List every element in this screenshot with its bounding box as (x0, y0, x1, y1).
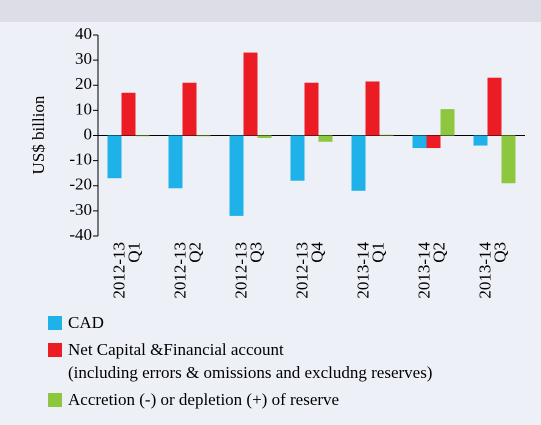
x-tick-label: 2013-14 (414, 242, 433, 299)
x-tick-label: 2012-13 (292, 242, 311, 299)
x-tick-label: Q4 (307, 242, 326, 263)
bar (351, 135, 366, 191)
bar (365, 81, 380, 136)
legend-item: Accretion (-) or depletion (+) of reserv… (48, 388, 432, 411)
y-tick-label: 0 (84, 124, 93, 143)
legend-swatch (48, 393, 62, 407)
bar (196, 135, 211, 137)
y-tick-label: -40 (69, 225, 92, 244)
y-tick-label: -10 (69, 150, 92, 169)
x-tick-label: Q2 (429, 242, 448, 263)
x-tick-label: Q3 (246, 242, 265, 263)
bar (229, 135, 244, 216)
bar (121, 92, 136, 136)
chart: US$ billion 40 30 20 10 0 -10 -20 -30 -40 2012-13… (29, 24, 525, 299)
legend-label: Net Capital &Financial account (includin… (68, 340, 433, 382)
x-tick-label: Q1 (124, 242, 143, 263)
y-tick-label: 40 (75, 24, 92, 43)
y-tick-label: -30 (69, 200, 92, 219)
x-tick-label: 2012-13 (231, 242, 250, 299)
header-band (0, 0, 541, 22)
bar (473, 135, 488, 146)
x-tick-label: Q3 (490, 242, 509, 263)
y-tick-label: 10 (75, 99, 92, 118)
legend-swatch (48, 343, 62, 357)
x-tick-label: Q2 (185, 242, 204, 263)
bar (304, 82, 319, 136)
x-tick-label: 2013-14 (475, 242, 494, 299)
bar (182, 82, 197, 136)
y-axis-label: US$ billion (29, 95, 48, 174)
bar (426, 135, 441, 149)
legend-label: CAD (68, 313, 104, 332)
legend-label: Accretion (-) or depletion (+) of reserv… (68, 390, 340, 409)
bar (257, 135, 272, 139)
x-tick-label: 2012-13 (170, 242, 189, 299)
bar (243, 52, 258, 136)
x-tick-label: 2012-13 (109, 242, 128, 299)
bar (290, 135, 305, 181)
y-tick-label: 20 (75, 74, 92, 93)
legend-swatch (48, 316, 62, 330)
y-tick-label: -20 (69, 175, 92, 194)
bar (501, 135, 516, 184)
bar (168, 135, 183, 189)
bar (487, 77, 502, 136)
legend-item: CAD (48, 311, 432, 334)
bar (379, 134, 394, 136)
bar (318, 135, 333, 142)
x-tick-label: 2013-14 (353, 242, 372, 299)
bar (412, 135, 427, 149)
bar (440, 109, 455, 136)
x-tick-label: Q1 (368, 242, 387, 263)
bar (107, 135, 122, 179)
legend-item: Net Capital &Financial account (includin… (48, 338, 432, 384)
legend: CAD Net Capital &Financial account (inclu… (48, 311, 432, 415)
bar (135, 135, 150, 137)
y-tick-label: 30 (75, 49, 92, 68)
